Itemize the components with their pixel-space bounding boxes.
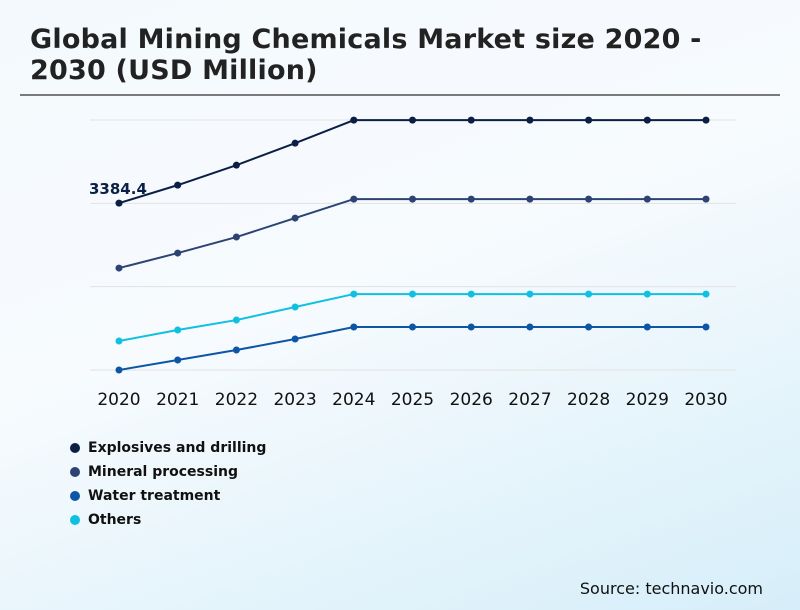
- data-point: [643, 195, 651, 203]
- data-point: [291, 214, 299, 222]
- data-point: [585, 116, 593, 124]
- data-point: [291, 335, 299, 343]
- legend-item: Others: [70, 508, 266, 532]
- data-point: [350, 323, 358, 331]
- data-point: [643, 290, 651, 298]
- data-point: [232, 233, 240, 241]
- data-point: [526, 323, 534, 331]
- series-line-1: [118, 198, 706, 270]
- data-point: [702, 290, 710, 298]
- legend-marker: [70, 515, 80, 525]
- legend-marker: [70, 443, 80, 453]
- data-point: [526, 195, 534, 203]
- x-tick-label: 2023: [273, 390, 316, 410]
- data-point: [585, 195, 593, 203]
- data-point: [526, 116, 534, 124]
- data-point: [115, 337, 123, 345]
- data-point: [174, 356, 182, 364]
- data-point: [350, 195, 358, 203]
- data-point: [115, 264, 123, 272]
- data-point: [702, 195, 710, 203]
- data-point: [174, 249, 182, 257]
- legend-item: Explosives and drilling: [70, 436, 266, 460]
- x-tick-label: 2028: [567, 390, 610, 410]
- data-point: [643, 116, 651, 124]
- title-divider: [20, 94, 780, 96]
- data-point: [350, 116, 358, 124]
- data-point: [409, 195, 416, 203]
- x-tick-label: 2030: [684, 390, 727, 410]
- legend-marker: [70, 491, 80, 501]
- x-tick-label: 2020: [97, 390, 140, 410]
- legend-label: Explosives and drilling: [88, 440, 267, 456]
- legend-label: Others: [88, 512, 142, 528]
- series-line-0: [118, 119, 706, 205]
- legend-label: Mineral processing: [88, 464, 239, 480]
- x-tick-label: 2026: [450, 390, 493, 410]
- data-point: [232, 346, 240, 354]
- data-point: [232, 316, 240, 324]
- data-point: [174, 181, 182, 189]
- x-tick-label: 2025: [391, 390, 434, 410]
- series-line-3: [118, 293, 706, 342]
- source-text: Source: technavio.com: [579, 579, 763, 598]
- data-point: [702, 116, 710, 124]
- data-point: [526, 290, 534, 298]
- data-point: [291, 303, 299, 311]
- data-point: [585, 290, 593, 298]
- data-point: [467, 290, 475, 298]
- data-point: [350, 290, 358, 298]
- data-point: [467, 116, 475, 124]
- legend-item: Water treatment: [70, 484, 266, 508]
- x-tick-label: 2027: [508, 390, 551, 410]
- data-point: [643, 323, 651, 331]
- legend-label: Water treatment: [88, 488, 221, 504]
- data-point: [115, 366, 123, 374]
- legend-item: Mineral processing: [70, 460, 266, 484]
- data-label: 3384.4: [89, 180, 147, 198]
- data-point: [232, 161, 240, 169]
- legend-marker: [70, 467, 80, 477]
- data-point: [467, 323, 475, 331]
- data-point: [467, 195, 475, 203]
- data-point: [115, 199, 123, 207]
- line-chart: 2020 2021 2022 2023 2024 2025 2026 2027 2028 2029…: [89, 116, 736, 410]
- x-tick-label: 2021: [156, 390, 199, 410]
- data-point: [702, 323, 710, 331]
- chart-title: Global Mining Chemicals Market size 2020…: [30, 24, 702, 86]
- x-tick-label: 2029: [626, 390, 669, 410]
- data-point: [291, 139, 299, 147]
- data-point: [585, 323, 593, 331]
- series-line-2: [118, 326, 706, 371]
- data-point: [409, 290, 416, 298]
- data-point: [409, 116, 416, 124]
- data-point: [174, 326, 182, 334]
- x-tick-label: 2022: [215, 390, 258, 410]
- data-point: [409, 323, 416, 331]
- legend: Explosives and drilling Mineral processin…: [70, 436, 266, 532]
- x-tick-label: 2024: [332, 390, 375, 410]
